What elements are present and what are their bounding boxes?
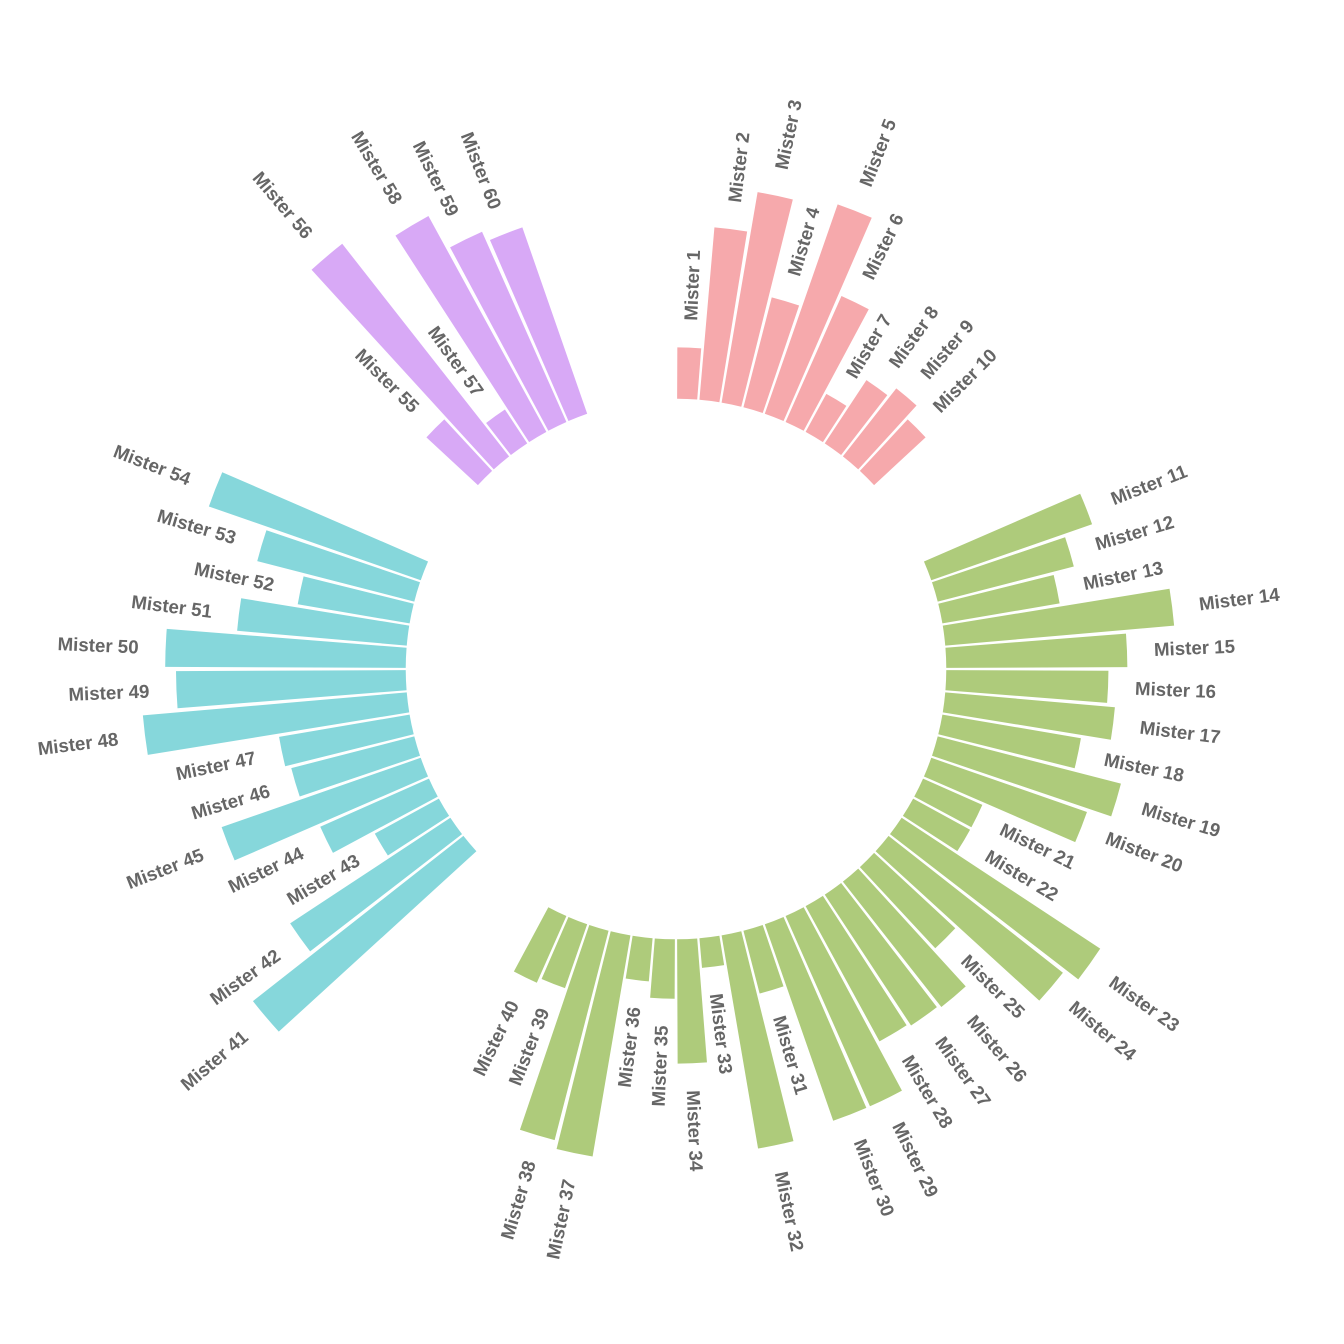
svg-text:Mister 48: Mister 48 [36, 728, 119, 759]
svg-text:Mister 56: Mister 56 [249, 167, 317, 242]
svg-text:Mister 35: Mister 35 [648, 1025, 672, 1107]
svg-text:Mister 2: Mister 2 [724, 131, 754, 204]
svg-text:Mister 19: Mister 19 [1139, 798, 1223, 841]
svg-text:Mister 5: Mister 5 [855, 116, 900, 189]
svg-text:Mister 29: Mister 29 [888, 1119, 942, 1201]
svg-text:Mister 23: Mister 23 [1105, 972, 1183, 1036]
svg-text:Mister 30: Mister 30 [850, 1136, 899, 1219]
svg-text:Mister 18: Mister 18 [1102, 749, 1186, 786]
svg-text:Mister 51: Mister 51 [130, 591, 213, 622]
svg-text:Mister 47: Mister 47 [174, 747, 258, 784]
svg-text:Mister 34: Mister 34 [683, 1090, 707, 1172]
svg-text:Mister 33: Mister 33 [706, 992, 737, 1075]
svg-text:Mister 3: Mister 3 [771, 98, 806, 171]
svg-text:Mister 15: Mister 15 [1154, 636, 1236, 660]
svg-text:Mister 45: Mister 45 [123, 844, 206, 893]
svg-text:Mister 41: Mister 41 [176, 1026, 251, 1094]
svg-text:Mister 16: Mister 16 [1135, 678, 1217, 702]
svg-text:Mister 36: Mister 36 [614, 1006, 645, 1089]
svg-text:Mister 12: Mister 12 [1093, 511, 1177, 554]
svg-text:Mister 32: Mister 32 [771, 1169, 808, 1253]
svg-text:Mister 11: Mister 11 [1108, 460, 1190, 509]
svg-text:Mister 37: Mister 37 [542, 1177, 579, 1261]
svg-text:Mister 38: Mister 38 [497, 1158, 540, 1242]
svg-text:Mister 52: Mister 52 [192, 558, 276, 595]
svg-text:Mister 60: Mister 60 [457, 129, 506, 212]
svg-text:Mister 1: Mister 1 [680, 250, 704, 321]
svg-text:Mister 24: Mister 24 [1065, 997, 1141, 1066]
svg-text:Mister 14: Mister 14 [1198, 584, 1282, 615]
svg-text:Mister 20: Mister 20 [1103, 827, 1186, 876]
svg-text:Mister 49: Mister 49 [68, 681, 150, 705]
svg-text:Mister 59: Mister 59 [409, 138, 463, 220]
svg-text:Mister 50: Mister 50 [57, 633, 139, 657]
svg-text:Mister 17: Mister 17 [1139, 717, 1222, 748]
svg-text:Mister 58: Mister 58 [347, 127, 407, 207]
svg-text:Mister 54: Mister 54 [111, 440, 195, 489]
svg-text:Mister 13: Mister 13 [1081, 557, 1165, 594]
